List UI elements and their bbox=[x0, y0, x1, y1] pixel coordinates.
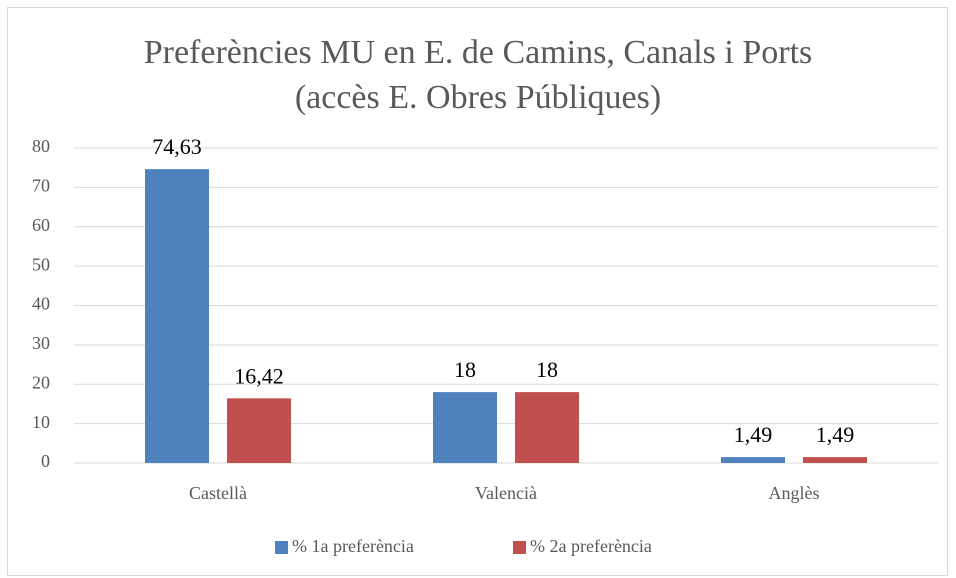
bar bbox=[515, 392, 579, 463]
chart-title: Preferències MU en E. de Camins, Canals … bbox=[144, 34, 813, 71]
data-label: 18 bbox=[454, 357, 476, 382]
x-tick-label: Castellà bbox=[189, 483, 247, 503]
legend-label: % 1a preferència bbox=[292, 536, 414, 556]
y-tick-label: 30 bbox=[32, 333, 50, 353]
y-tick-label: 70 bbox=[32, 176, 50, 196]
legend-swatch bbox=[275, 541, 288, 554]
y-tick-label: 50 bbox=[32, 254, 50, 274]
data-label: 16,42 bbox=[234, 363, 284, 388]
y-tick-label: 60 bbox=[32, 215, 50, 235]
data-label: 18 bbox=[536, 357, 558, 382]
bar bbox=[145, 169, 209, 463]
x-tick-label: Valencià bbox=[475, 483, 537, 503]
legend-swatch bbox=[513, 541, 526, 554]
data-label: 1,49 bbox=[734, 422, 773, 447]
chart-title: (accès E. Obres Públiques) bbox=[295, 79, 661, 116]
y-tick-label: 80 bbox=[32, 136, 50, 156]
y-tick-label: 20 bbox=[32, 372, 50, 392]
y-tick-label: 10 bbox=[32, 412, 50, 432]
data-label: 1,49 bbox=[816, 422, 855, 447]
bar bbox=[721, 457, 785, 463]
legend-label: % 2a preferència bbox=[530, 536, 652, 556]
bar bbox=[227, 398, 291, 463]
x-tick-label: Anglès bbox=[769, 483, 820, 503]
data-label: 74,63 bbox=[152, 134, 202, 159]
bar bbox=[433, 392, 497, 463]
y-tick-label: 0 bbox=[41, 451, 50, 471]
y-tick-label: 40 bbox=[32, 294, 50, 314]
bar bbox=[803, 457, 867, 463]
